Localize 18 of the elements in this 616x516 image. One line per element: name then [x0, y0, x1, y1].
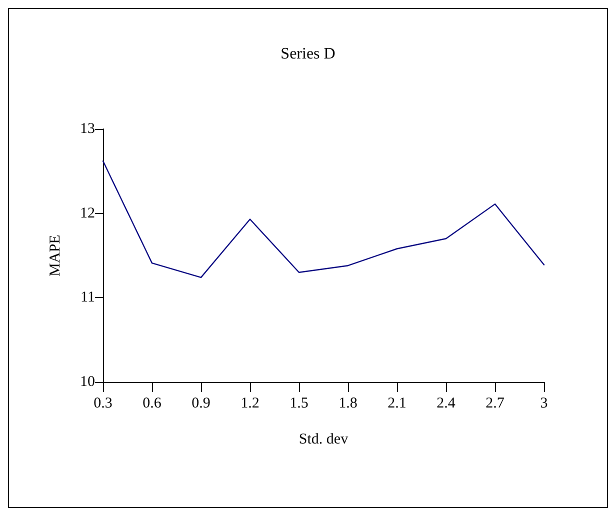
- x-tick-label: 0.3: [94, 396, 112, 412]
- x-tick-label: 1.8: [338, 396, 358, 412]
- x-tick-label: 3: [540, 396, 548, 412]
- x-tick-label: 2.7: [486, 396, 505, 412]
- y-tick-label: 11: [80, 290, 95, 306]
- x-tick-label: 0.6: [142, 396, 162, 412]
- y-tick-label: 12: [80, 205, 95, 222]
- x-tick-label: 1.2: [240, 396, 260, 412]
- y-tick-label: 13: [80, 121, 95, 137]
- chart-title: Series D: [280, 46, 336, 62]
- line-series: [102, 160, 545, 278]
- x-tick-label: 2.4: [436, 396, 456, 412]
- x-axis-title: Std. dev: [298, 432, 349, 448]
- x-tick-label: 2.1: [388, 396, 406, 412]
- y-axis-title: MAPE: [48, 234, 64, 276]
- y-tick-label: 10: [80, 374, 95, 390]
- x-tick-label: 0.9: [192, 396, 210, 412]
- x-tick-label: 1.5: [290, 396, 308, 412]
